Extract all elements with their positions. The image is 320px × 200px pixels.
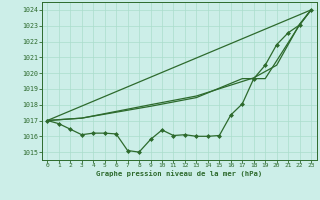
X-axis label: Graphe pression niveau de la mer (hPa): Graphe pression niveau de la mer (hPa) [96,170,262,177]
